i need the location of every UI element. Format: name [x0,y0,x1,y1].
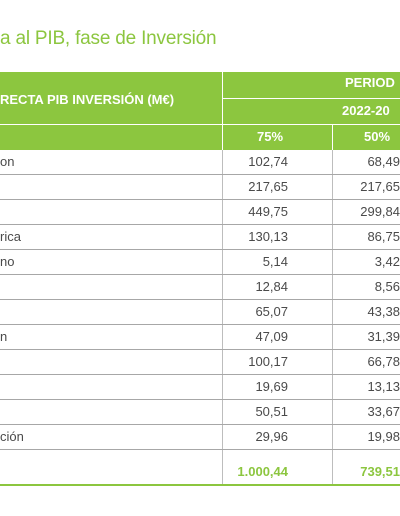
value-50: 19,98 [367,429,400,444]
value-50: 3,42 [374,254,400,269]
table-row: ción 29,96 19,98 [0,425,400,450]
value-50: 66,78 [367,354,400,369]
table-row: n 47,09 31,39 [0,325,400,350]
row-label: ción [0,429,24,444]
value-75: 29,96 [255,429,288,444]
value-75: 217,65 [248,179,288,194]
table-title: a al PIB, fase de Inversión [0,28,217,49]
value-75: 449,75 [248,204,288,219]
row-label: no [0,254,15,269]
table-row: 449,75 299,84 [0,200,400,225]
value-75: 65,07 [255,304,288,319]
header-pct-50: 50% [364,129,391,144]
value-50: 299,84 [360,204,400,219]
header-divider [222,98,400,99]
header-period: PERIOD [345,75,395,90]
value-75: 102,74 [248,154,288,169]
value-50: 68,49 [367,154,400,169]
value-75: 130,13 [248,229,288,244]
table-row: no 5,14 3,42 [0,250,400,275]
value-50: 8,56 [374,279,400,294]
total-50: 739,51 [360,464,400,479]
table-row: 50,51 33,67 [0,400,400,425]
column-divider [332,150,333,486]
table-row: on 102,74 68,49 [0,150,400,175]
value-75: 100,17 [248,354,288,369]
header-column-label: RECTA PIB INVERSIÓN (M€) [0,92,175,107]
value-75: 12,84 [255,279,288,294]
total-row: 1.000,44 739,51 [0,460,400,486]
value-50: 43,38 [367,304,400,319]
row-label: on [0,154,15,169]
table-row: 12,84 8,56 [0,275,400,300]
total-75: 1.000,44 [237,464,288,479]
value-75: 5,14 [262,254,288,269]
value-75: 47,09 [255,329,288,344]
header-divider [222,72,223,150]
header-divider [332,124,333,150]
table-row: 217,65 217,65 [0,175,400,200]
table-row: rica 130,13 86,75 [0,225,400,250]
table-row: 19,69 13,13 [0,375,400,400]
table-row: 100,17 66,78 [0,350,400,375]
header-years: 2022-20 [342,103,390,118]
row-label: n [0,329,8,344]
value-50: 217,65 [360,179,400,194]
row-label: rica [0,229,21,244]
value-50: 13,13 [367,379,400,394]
value-50: 31,39 [367,329,400,344]
header-divider [0,124,400,125]
header-row-percent [0,124,400,150]
value-50: 33,67 [367,404,400,419]
value-50: 86,75 [367,229,400,244]
header-pct-75: 75% [257,129,284,144]
header-row-years [0,95,400,124]
column-divider [222,150,223,486]
header-row-period [0,72,400,95]
value-75: 50,51 [255,404,288,419]
table-row: 65,07 43,38 [0,300,400,325]
value-75: 19,69 [255,379,288,394]
